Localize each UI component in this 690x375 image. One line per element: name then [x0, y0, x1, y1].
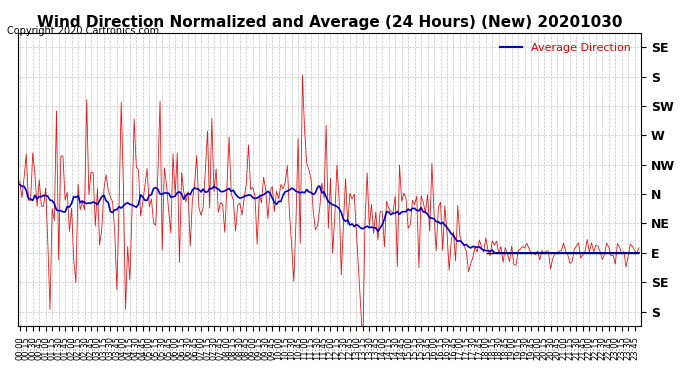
Legend: Average Direction: Average Direction [495, 38, 635, 57]
Text: Copyright 2020 Cartronics.com: Copyright 2020 Cartronics.com [7, 26, 159, 36]
Title: Wind Direction Normalized and Average (24 Hours) (New) 20201030: Wind Direction Normalized and Average (2… [37, 15, 622, 30]
